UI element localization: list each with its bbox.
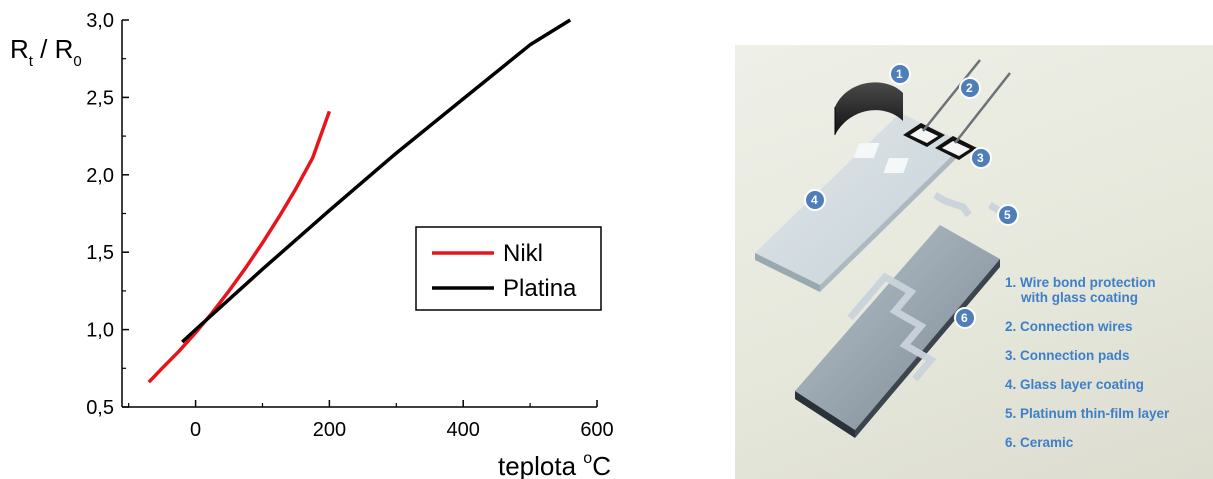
svg-text:6: 6 bbox=[961, 311, 968, 325]
component-item: 2. Connection wires bbox=[1005, 319, 1133, 334]
legend-label-platina: Platina bbox=[503, 275, 577, 302]
series-line-nikl bbox=[147, 110, 332, 384]
component-legend: 1. Wire bond protection with glass coati… bbox=[1005, 275, 1169, 464]
svg-text:4: 4 bbox=[811, 193, 818, 207]
x-tick-label: 0 bbox=[190, 419, 201, 441]
badge-3 bbox=[970, 147, 992, 169]
component-item: 3. Connection pads bbox=[1005, 348, 1130, 363]
x-tick-label: 600 bbox=[580, 419, 613, 441]
resistance-temperature-chart: 0,5 1,0 1,5 2,0 2,5 3,0 0 200 400 600 Rt / R0 tep… bbox=[10, 10, 614, 479]
thin-film-sensor-diagram: 1 2 3 4 5 6 1. Wire bond protection with… bbox=[735, 45, 1213, 479]
legend-label-nikl: Nikl bbox=[503, 240, 543, 267]
component-item: 5. Platinum thin-film layer bbox=[1005, 406, 1170, 421]
wire-bond-protection-cap bbox=[834, 82, 903, 135]
badge-2 bbox=[959, 77, 981, 99]
x-tick-label: 400 bbox=[447, 419, 480, 441]
y-tick-label: 0,5 bbox=[86, 397, 114, 419]
y-tick-label: 3,0 bbox=[86, 10, 114, 32]
badge-4 bbox=[804, 189, 826, 211]
series-line-platina bbox=[181, 18, 572, 344]
number-badges: 1 2 3 4 5 6 bbox=[804, 63, 1019, 329]
svg-text:5: 5 bbox=[1004, 208, 1011, 222]
glass-layer bbox=[755, 113, 965, 292]
chart-axes bbox=[121, 20, 597, 408]
badge-5 bbox=[997, 204, 1019, 226]
chart-series bbox=[147, 18, 572, 384]
y-tick-label: 2,0 bbox=[86, 165, 114, 187]
svg-text:3: 3 bbox=[977, 151, 984, 165]
chart-ticks: 0,5 1,0 1,5 2,0 2,5 3,0 0 200 400 600 bbox=[86, 10, 614, 441]
component-item: 4. Glass layer coating bbox=[1005, 377, 1144, 392]
glass-window-1 bbox=[853, 143, 880, 158]
component-item: 6. Ceramic bbox=[1005, 435, 1074, 450]
badge-6 bbox=[954, 307, 976, 329]
x-tick-label: 200 bbox=[313, 419, 346, 441]
legend-box bbox=[415, 226, 602, 311]
badge-1 bbox=[889, 63, 911, 85]
y-axis-title: Rt / R0 bbox=[10, 34, 82, 70]
ceramic-substrate bbox=[795, 225, 1000, 438]
sensor-exploded-view: 1 2 3 4 5 6 bbox=[755, 59, 1019, 438]
component-item: 1. Wire bond protection with glass coati… bbox=[1005, 275, 1156, 305]
y-tick-label: 2,5 bbox=[86, 87, 114, 109]
y-tick-label: 1,5 bbox=[86, 242, 114, 264]
chart-legend: Nikl Platina bbox=[415, 226, 602, 311]
connection-pads bbox=[903, 123, 977, 160]
x-axis-title: teplota oC bbox=[498, 450, 611, 479]
y-tick-label: 1,0 bbox=[86, 320, 114, 342]
glass-window-2 bbox=[883, 158, 909, 173]
svg-text:1: 1 bbox=[896, 67, 903, 81]
connection-wires bbox=[922, 59, 1011, 144]
svg-text:2: 2 bbox=[966, 81, 973, 95]
